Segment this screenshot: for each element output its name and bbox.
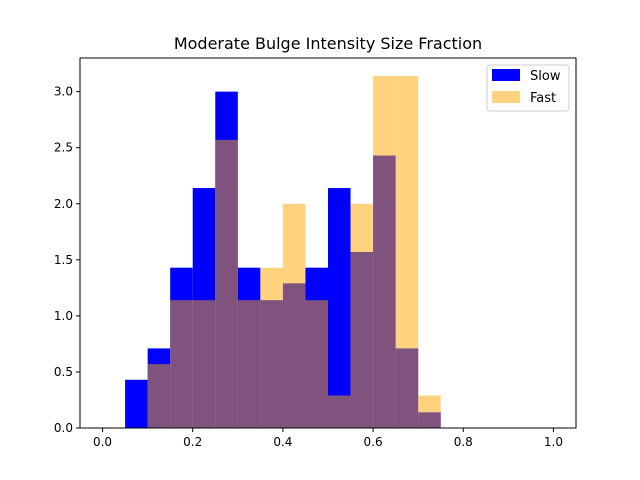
x-tick-label: 0.0 (93, 435, 112, 449)
x-tick-label: 0.6 (364, 435, 383, 449)
bar-fast-3 (170, 300, 193, 428)
legend-swatch-fast (492, 91, 520, 103)
x-tick-label: 0.2 (183, 435, 202, 449)
bar-fast-10 (328, 395, 351, 428)
y-tick-label: 1.0 (54, 309, 73, 323)
bar-fast-11 (350, 203, 374, 428)
bar-fast-6 (237, 300, 261, 428)
bar-fast-8 (282, 203, 306, 428)
bar-fast-5 (215, 139, 238, 428)
y-tick-label: 1.5 (54, 253, 73, 267)
x-tick-label: 0.8 (454, 435, 473, 449)
bar-slow-10 (328, 188, 351, 428)
x-tick-label: 1.0 (544, 435, 563, 449)
bar-fast-9 (305, 300, 328, 428)
bar-fast-2 (147, 364, 171, 428)
bar-slow-1 (125, 379, 148, 428)
y-tick-label: 3.0 (54, 85, 73, 99)
chart-title: Moderate Bulge Intensity Size Fraction (174, 34, 482, 53)
plot-frame (79, 57, 577, 429)
y-axis-ticks: 0.0 0.5 1.0 1.5 2.0 2.5 3.0 (54, 85, 80, 435)
legend-label-slow: Slow (530, 69, 561, 84)
legend: Slow Fast (486, 64, 570, 112)
bar-fast-12 (373, 75, 396, 428)
y-tick-label: 0.0 (54, 421, 73, 435)
y-tick-label: 2.5 (54, 141, 73, 155)
bar-fast-4 (192, 300, 216, 428)
x-tick-label: 0.4 (273, 435, 292, 449)
bars-layer (125, 75, 441, 429)
y-tick-label: 0.5 (54, 365, 73, 379)
x-axis-ticks: 0.0 0.2 0.4 0.6 0.8 1.0 (93, 428, 563, 449)
legend-label-fast: Fast (530, 91, 556, 106)
bar-fast-13 (395, 75, 419, 428)
bar-fast-7 (260, 267, 283, 428)
legend-swatch-slow (492, 69, 520, 81)
y-tick-label: 2.0 (54, 197, 73, 211)
bar-fast-14 (418, 395, 441, 428)
